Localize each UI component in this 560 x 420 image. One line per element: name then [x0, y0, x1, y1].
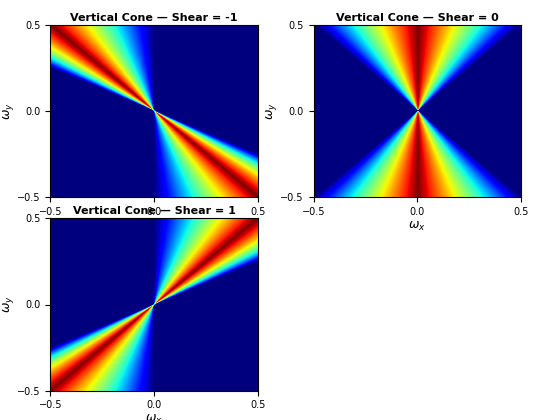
Y-axis label: $\omega_y$: $\omega_y$	[1, 296, 16, 313]
X-axis label: $\omega_x$: $\omega_x$	[145, 413, 163, 420]
Y-axis label: $\omega_y$: $\omega_y$	[1, 102, 16, 120]
X-axis label: $\omega_x$: $\omega_x$	[145, 220, 163, 233]
Title: Vertical Cone — Shear = 1: Vertical Cone — Shear = 1	[73, 206, 235, 216]
Title: Vertical Cone — Shear = -1: Vertical Cone — Shear = -1	[70, 13, 238, 23]
Title: Vertical Cone — Shear = 0: Vertical Cone — Shear = 0	[336, 13, 498, 23]
X-axis label: $\omega_x$: $\omega_x$	[408, 220, 426, 233]
Y-axis label: $\omega_y$: $\omega_y$	[264, 102, 279, 120]
